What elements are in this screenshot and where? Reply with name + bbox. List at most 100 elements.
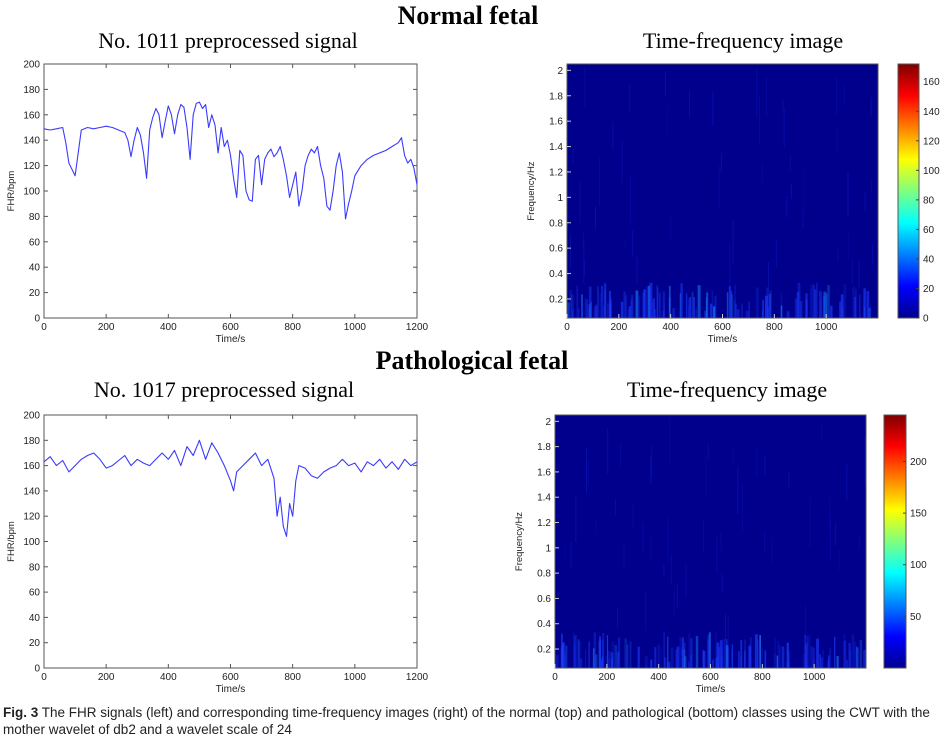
heatmap-cell — [667, 661, 671, 668]
heatmap-cell — [829, 648, 831, 668]
heatmap-cell — [618, 637, 621, 668]
heatmap-cell — [676, 646, 680, 668]
x-tick-label: 600 — [702, 672, 719, 683]
chart-title-tf-normal: Time-frequency image — [643, 28, 843, 53]
heatmap-cell — [838, 549, 840, 571]
heatmap-cell — [812, 284, 815, 318]
heatmap-cell — [626, 644, 629, 668]
heatmap-cell — [652, 298, 655, 318]
plot-area — [43, 414, 418, 669]
y-tick-label: 1.6 — [549, 117, 563, 128]
heatmap-cell — [755, 287, 759, 318]
y-tick-label: 140 — [23, 486, 40, 497]
heatmap-cell — [716, 642, 720, 668]
heatmap-cell — [810, 284, 814, 318]
heatmap-cell — [768, 262, 769, 306]
y-tick-label: 2 — [545, 417, 551, 428]
heatmap-cell — [719, 640, 723, 668]
x-tick-label: 200 — [610, 322, 627, 333]
heatmap-cell — [846, 464, 848, 501]
heatmap-cell — [579, 658, 583, 668]
heatmap-cell — [718, 165, 720, 210]
heatmap-cell — [732, 219, 734, 265]
heatmap-cell — [623, 545, 625, 570]
x-tick-label: 0 — [552, 672, 558, 683]
heatmap-cell — [779, 645, 781, 668]
y-tick-label: 0.4 — [537, 619, 551, 630]
heatmap-cell — [670, 554, 672, 585]
heatmap-cell — [847, 172, 849, 215]
heatmap-cell — [570, 234, 572, 270]
heatmap-cell — [731, 294, 733, 318]
heatmap-cell — [736, 309, 740, 318]
heatmap-cell — [863, 306, 866, 318]
heatmap-cell — [737, 466, 739, 514]
colorbar-tick-label: 150 — [910, 509, 927, 520]
heatmap-cell — [629, 84, 631, 112]
heatmap-cell — [781, 646, 785, 668]
heatmap-cell — [650, 536, 652, 560]
heatmap-cell — [803, 168, 805, 215]
heatmap-cell — [555, 654, 559, 668]
heatmap-cell — [689, 297, 692, 318]
x-tick-label: 1000 — [815, 322, 838, 333]
heatmap-cell — [597, 286, 599, 318]
heatmap-cell — [669, 418, 671, 464]
heatmap-cell — [863, 288, 866, 318]
heatmap-cell — [710, 303, 713, 318]
heatmap-cell — [676, 582, 678, 607]
heatmap-cell — [581, 307, 583, 318]
y-axis-label: Frequency/Hz — [514, 512, 525, 571]
x-tick-label: 600 — [222, 672, 239, 683]
heatmap-cell — [768, 293, 771, 318]
heatmap-cell — [638, 298, 640, 318]
heatmap-cell — [809, 288, 811, 318]
heatmap-cell — [686, 293, 688, 318]
heatmap-cell — [663, 306, 665, 318]
heatmap-cell — [727, 645, 730, 668]
heatmap-cell — [859, 294, 861, 318]
heatmap-cell — [646, 286, 649, 318]
heatmap-cell — [836, 125, 838, 155]
heatmap-cell — [608, 651, 611, 668]
y-tick-label: 0 — [34, 664, 40, 675]
heatmap-cell — [836, 656, 839, 668]
heatmap-cell — [632, 502, 634, 530]
heatmap-cell — [759, 635, 761, 668]
heatmap-cell — [729, 244, 731, 287]
heatmap-cell — [840, 294, 844, 318]
heatmap-area — [554, 414, 867, 669]
heatmap-cell — [797, 282, 801, 318]
heatmap-cell — [756, 69, 758, 118]
heatmap-cell — [839, 301, 842, 318]
y-tick-label: 160 — [23, 461, 40, 472]
heatmap-cell — [816, 282, 818, 318]
heatmap-cell — [614, 644, 618, 668]
heatmap-cell — [765, 295, 768, 318]
heatmap-cell — [567, 302, 570, 318]
heatmap-cell — [788, 471, 790, 488]
y-tick-label: 0 — [34, 314, 40, 325]
heatmap-cell — [712, 659, 715, 668]
heatmap-cell — [742, 483, 743, 533]
heatmap-cell — [573, 645, 576, 668]
heatmap-cell — [663, 632, 665, 668]
heatmap-cell — [762, 299, 764, 318]
heatmap-cell — [602, 639, 604, 668]
heatmap-cell — [843, 284, 847, 318]
heatmap-cell — [620, 301, 624, 318]
heatmap-cell — [843, 634, 846, 668]
heatmap-cell — [819, 654, 821, 668]
y-tick-label: 20 — [29, 288, 41, 299]
heatmap-cell — [765, 308, 767, 318]
chart-title-1011: No. 1011 preprocessed signal — [98, 28, 357, 53]
heatmap-cell — [868, 308, 871, 318]
section-title-normal: Normal fetal — [398, 1, 539, 30]
heatmap-cell — [806, 635, 809, 668]
heatmap-cell — [786, 310, 789, 318]
colorbar — [897, 63, 920, 319]
heatmap-cell — [657, 287, 659, 318]
heatmap-cell — [601, 285, 604, 318]
heatmap-cell — [689, 655, 692, 668]
y-tick-label: 100 — [23, 187, 40, 198]
